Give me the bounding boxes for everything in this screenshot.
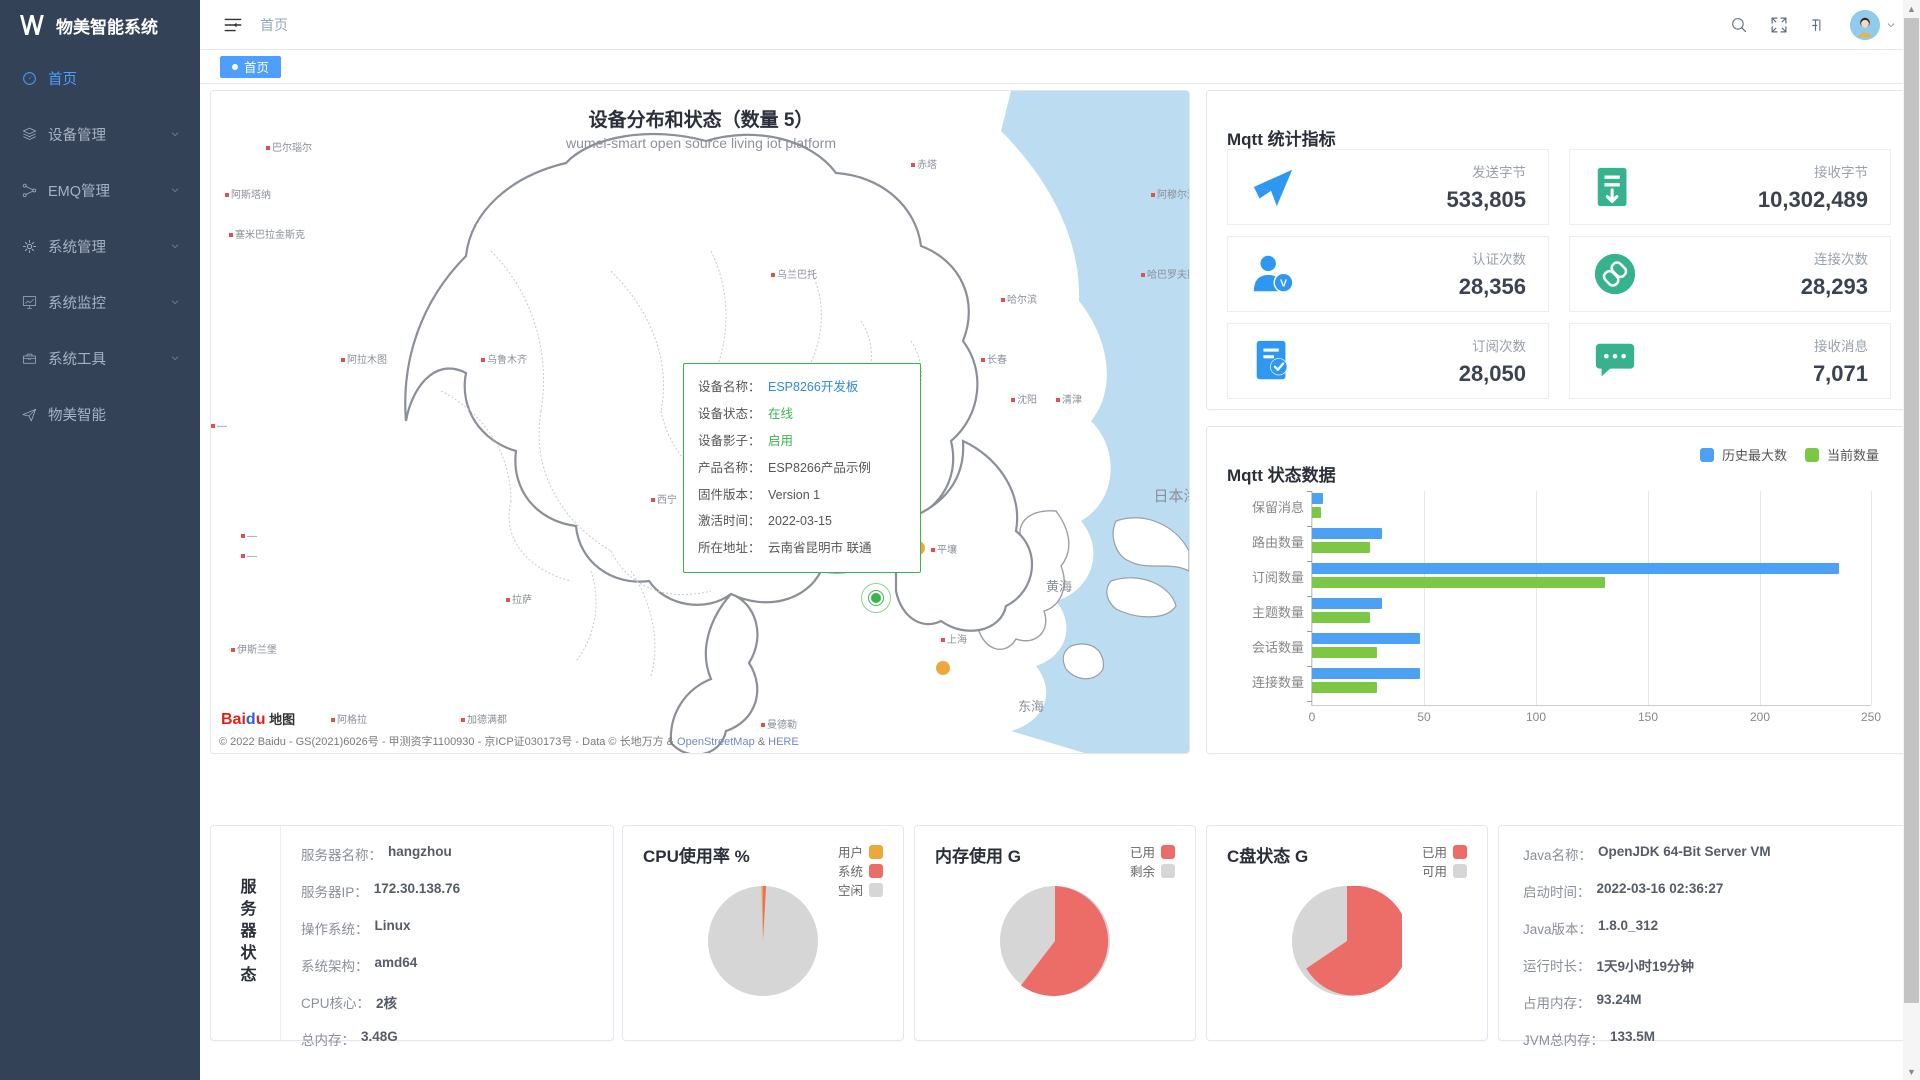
svg-text:V: V <box>1280 278 1287 290</box>
svg-text:日本海: 日本海 <box>1153 488 1190 505</box>
svg-text:黄海: 黄海 <box>1046 579 1072 594</box>
svg-text:东海: 东海 <box>1018 699 1044 714</box>
